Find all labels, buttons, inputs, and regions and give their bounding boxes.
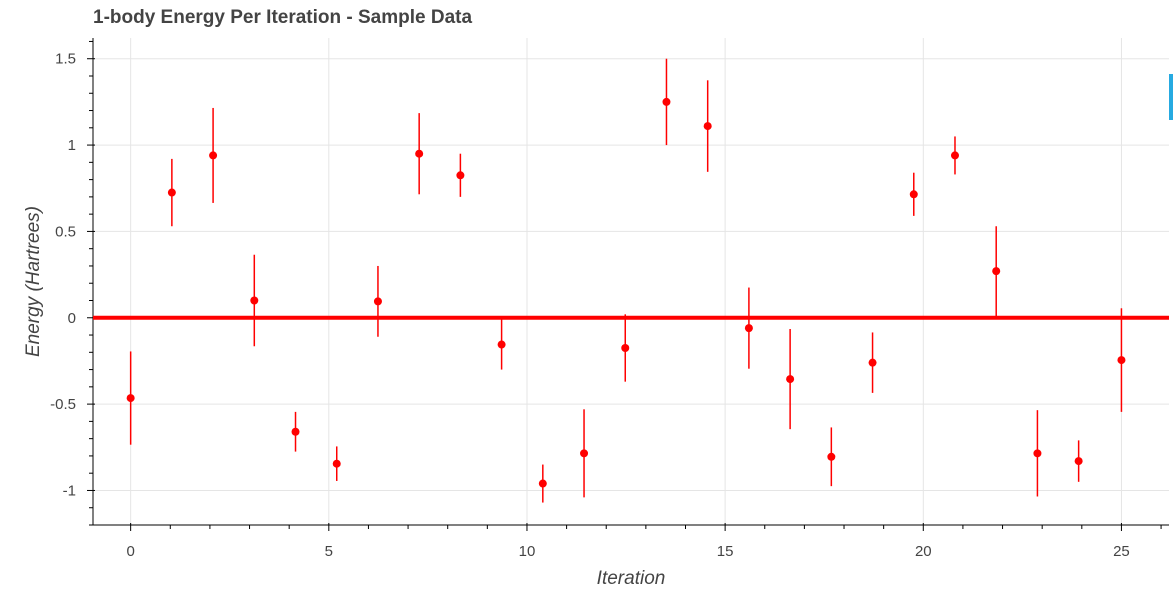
data-point-5[interactable] [332, 459, 341, 468]
data-point-10[interactable] [538, 479, 547, 488]
x-tick-label-5: 25 [1113, 543, 1130, 560]
data-point-13[interactable] [662, 97, 671, 106]
x-tick-label-1: 5 [325, 543, 333, 560]
data-point-21[interactable] [992, 267, 1001, 276]
data-point-14[interactable] [703, 122, 712, 131]
data-point-6[interactable] [373, 297, 382, 306]
x-tick-label-3: 15 [717, 543, 734, 560]
data-point-2[interactable] [209, 151, 218, 160]
y-tick-label-4: 1 [68, 137, 76, 154]
x-tick-label-4: 20 [915, 543, 932, 560]
data-point-8[interactable] [456, 171, 465, 180]
data-point-24[interactable] [1117, 356, 1126, 365]
data-point-9[interactable] [497, 340, 506, 349]
y-axis-label: Energy (Hartrees) [23, 206, 44, 357]
data-point-0[interactable] [126, 394, 135, 403]
data-point-23[interactable] [1074, 457, 1083, 466]
data-point-12[interactable] [621, 343, 630, 352]
data-point-11[interactable] [580, 449, 589, 458]
toolbar-edge[interactable] [1169, 74, 1173, 120]
chart-title: 1-body Energy Per Iteration - Sample Dat… [93, 7, 473, 28]
data-point-3[interactable] [250, 296, 259, 305]
data-point-18[interactable] [868, 358, 877, 367]
data-point-22[interactable] [1033, 449, 1042, 458]
y-tick-label-2: 0 [68, 310, 76, 327]
x-tick-label-0: 0 [126, 543, 134, 560]
data-point-1[interactable] [167, 188, 176, 197]
x-tick-label-2: 10 [519, 543, 536, 560]
x-axis-label: Iteration [597, 568, 666, 589]
data-point-19[interactable] [909, 190, 918, 199]
y-tick-label-3: 0.5 [55, 223, 76, 240]
data-point-17[interactable] [827, 452, 836, 461]
y-tick-label-1: -0.5 [50, 396, 76, 413]
data-point-16[interactable] [786, 375, 795, 384]
data-point-15[interactable] [744, 324, 753, 333]
y-tick-label-0: -1 [63, 482, 76, 499]
data-point-7[interactable] [415, 149, 424, 158]
y-tick-label-5: 1.5 [55, 51, 76, 68]
data-point-4[interactable] [291, 427, 300, 436]
data-point-20[interactable] [950, 151, 959, 160]
